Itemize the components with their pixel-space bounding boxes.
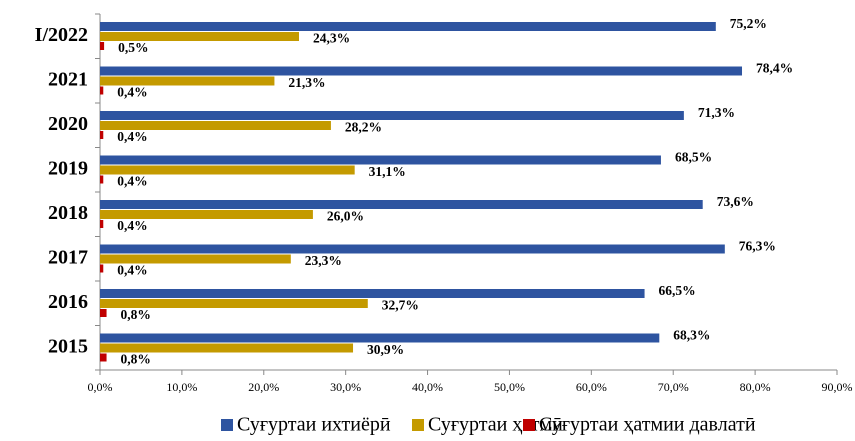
value-label: 0,4% <box>117 174 147 189</box>
x-tick-label: 70,0% <box>658 380 689 394</box>
value-label: 68,5% <box>675 150 712 165</box>
bar <box>100 299 368 308</box>
bar <box>100 42 105 50</box>
x-tick-label: 40,0% <box>412 380 443 394</box>
value-label: 0,4% <box>117 129 147 144</box>
legend-swatch <box>412 419 424 431</box>
bar <box>100 76 275 86</box>
bar <box>100 175 104 184</box>
bar <box>100 165 355 175</box>
bar <box>100 289 645 298</box>
value-label: 0,4% <box>117 218 147 233</box>
bar <box>100 353 107 362</box>
value-label: 0,4% <box>117 85 147 100</box>
value-label: 24,3% <box>313 31 350 46</box>
bar <box>100 32 299 41</box>
category-label: 2017 <box>48 246 88 268</box>
x-tick-label: 10,0% <box>166 380 197 394</box>
category-label: 2020 <box>48 113 88 135</box>
x-tick-label: 90,0% <box>822 380 853 394</box>
value-label: 71,3% <box>698 105 735 120</box>
value-label: 0,8% <box>121 352 151 367</box>
category-label: 2019 <box>48 157 88 179</box>
value-label: 23,3% <box>305 253 342 268</box>
value-label: 31,1% <box>369 164 406 179</box>
bar <box>100 121 331 130</box>
bar <box>100 210 313 219</box>
legend-swatch <box>523 419 535 431</box>
category-label: 2018 <box>48 202 88 224</box>
bar <box>100 343 354 353</box>
value-label: 30,9% <box>367 342 404 357</box>
x-tick-label: 20,0% <box>248 380 279 394</box>
legend-label: Суғуртаи ихтиёрӣ <box>237 414 391 436</box>
bar <box>100 264 104 273</box>
value-label: 32,7% <box>382 298 419 313</box>
value-label: 28,2% <box>345 120 382 135</box>
value-label: 0,8% <box>121 307 151 322</box>
bar <box>100 66 743 76</box>
bar <box>100 333 660 343</box>
legend-swatch <box>221 419 233 431</box>
value-label: 78,4% <box>756 61 793 76</box>
value-label: 76,3% <box>739 239 776 254</box>
category-label: 2015 <box>48 335 88 357</box>
bar <box>100 86 104 95</box>
category-label: 2021 <box>48 68 88 90</box>
x-tick-label: 60,0% <box>576 380 607 394</box>
bar <box>100 131 104 139</box>
bar <box>100 200 703 209</box>
value-label: 75,2% <box>730 16 767 31</box>
bar <box>100 155 661 165</box>
bar <box>100 244 725 254</box>
value-label: 66,5% <box>659 283 696 298</box>
value-label: 0,4% <box>117 263 147 278</box>
category-label: 2016 <box>48 291 88 313</box>
bar <box>100 309 107 317</box>
value-label: 0,5% <box>118 40 148 55</box>
x-tick-label: 50,0% <box>494 380 525 394</box>
x-tick-label: 30,0% <box>330 380 361 394</box>
bar <box>100 254 291 264</box>
bar <box>100 22 716 31</box>
value-label: 21,3% <box>288 75 325 90</box>
bar <box>100 111 684 120</box>
x-tick-label: 0,0% <box>88 380 113 394</box>
category-label: I/2022 <box>35 24 88 46</box>
value-label: 26,0% <box>327 209 364 224</box>
x-tick-label: 80,0% <box>740 380 771 394</box>
bar <box>100 220 104 228</box>
value-label: 68,3% <box>673 328 710 343</box>
value-label: 73,6% <box>717 194 754 209</box>
legend-label: Суғуртаи ҳатмии давлатӣ <box>539 414 756 436</box>
